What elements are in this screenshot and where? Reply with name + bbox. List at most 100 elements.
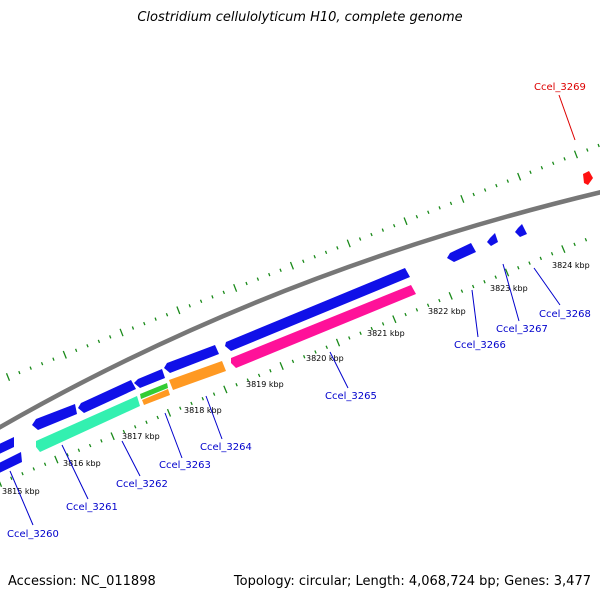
scale-tick — [66, 453, 69, 457]
inner-tick-track — [0, 237, 588, 487]
scale-tick — [100, 439, 103, 443]
gene-ccel-3266[interactable] — [447, 243, 476, 262]
scale-tick — [573, 242, 576, 247]
gene-ccel-3267[interactable] — [487, 233, 498, 246]
scale-label-3818: 3818 kbp — [184, 406, 222, 415]
scale-tick — [494, 275, 497, 279]
leader-ccel-3266 — [471, 289, 479, 338]
scale-tick — [222, 290, 226, 295]
scale-tick — [460, 194, 465, 203]
scale-tick — [438, 206, 441, 210]
scale-tick — [336, 246, 339, 250]
gene-label-leaders — [9, 263, 561, 526]
gene-ccel-3269[interactable] — [583, 171, 593, 185]
map-title: Clostridium cellulolyticum H10, complete… — [137, 10, 463, 25]
scale-tick — [190, 401, 193, 406]
scale-tick — [211, 295, 214, 299]
scale-tick — [403, 217, 408, 226]
scale-tick — [199, 299, 203, 304]
scale-tick — [506, 179, 510, 183]
scale-tick — [551, 161, 555, 166]
gene-ccel-3268[interactable] — [515, 224, 527, 237]
gene-ccel-3260-top[interactable] — [0, 437, 14, 456]
leader-ccel-3264 — [205, 395, 223, 440]
scale-tick — [573, 150, 579, 159]
scale-tick — [550, 252, 554, 256]
gene-ccel-3264-blue[interactable] — [164, 345, 219, 373]
scale-tick — [233, 283, 238, 292]
scale-tick — [156, 415, 159, 420]
scale-tick — [597, 143, 600, 148]
scale-tick — [201, 397, 205, 401]
gene-label-ccel-3268[interactable]: Ccel_3268 — [539, 309, 591, 320]
scale-tick — [460, 289, 464, 293]
scale-tick — [29, 366, 32, 370]
scale-tick — [10, 476, 13, 481]
scale-tick — [166, 408, 172, 417]
scale-tick — [313, 255, 316, 259]
scale-tick — [145, 420, 148, 424]
gene-label-ccel-3265[interactable]: Ccel_3265 — [325, 391, 377, 402]
gene-ccel-3262-blue[interactable] — [78, 380, 136, 413]
gene-ccel-3264-orange[interactable] — [169, 361, 226, 390]
scale-label-3820: 3820 kbp — [306, 354, 344, 363]
scale-tick — [404, 312, 407, 317]
scale-tick — [449, 201, 453, 206]
scale-tick — [122, 429, 126, 434]
scale-tick — [426, 303, 430, 307]
leader-ccel-3260 — [9, 470, 34, 526]
scale-tick — [77, 448, 81, 452]
gene-ccel-3265-blue[interactable] — [225, 268, 410, 351]
gene-ccel-3260[interactable] — [0, 452, 22, 475]
scale-tick — [561, 245, 566, 254]
scale-tick — [529, 170, 532, 174]
scale-tick — [21, 471, 24, 476]
gene-ccel-3262-teal[interactable] — [36, 396, 140, 452]
gene-label-ccel-3263[interactable]: Ccel_3263 — [159, 460, 211, 471]
scale-label-3821: 3821 kbp — [367, 329, 405, 338]
scale-tick — [5, 373, 11, 381]
scale-tick — [325, 345, 328, 350]
scale-tick — [586, 148, 589, 152]
scale-tick — [381, 228, 385, 232]
scale-tick — [348, 336, 351, 340]
scale-tick — [370, 232, 373, 237]
gene-label-ccel-3267[interactable]: Ccel_3267 — [496, 324, 548, 335]
gene-label-ccel-3262[interactable]: Ccel_3262 — [116, 479, 168, 490]
scale-tick — [256, 277, 260, 281]
gene-ccel-3263-orange[interactable] — [142, 389, 170, 405]
leader-ccel-3269 — [558, 94, 576, 141]
scale-tick — [346, 239, 351, 248]
scale-tick — [18, 370, 21, 375]
genome-backbone — [0, 190, 600, 430]
scale-tick — [358, 237, 362, 241]
scale-tick — [291, 359, 295, 364]
gene-label-ccel-3260[interactable]: Ccel_3260 — [7, 529, 59, 540]
scale-tick — [131, 326, 135, 330]
scale-tick — [245, 281, 248, 286]
gene-label-ccel-3264[interactable]: Ccel_3264 — [200, 442, 252, 453]
accession-text: Accession: NC_011898 — [8, 574, 156, 589]
gene-ccel-3261[interactable] — [32, 404, 77, 430]
scale-label-3817: 3817 kbp — [122, 432, 160, 441]
scale-tick — [188, 304, 191, 308]
scale-tick — [495, 183, 498, 188]
scale-label-3823: 3823 kbp — [490, 284, 528, 293]
scale-tick — [302, 259, 305, 264]
scale-tick — [289, 261, 295, 270]
scale-tick — [472, 192, 475, 197]
scale-tick — [415, 215, 419, 219]
scale-tick — [528, 261, 531, 265]
gene-label-ccel-3261[interactable]: Ccel_3261 — [66, 502, 118, 513]
scale-tick — [438, 298, 441, 303]
scale-tick — [335, 338, 341, 347]
gene-label-ccel-3266[interactable]: Ccel_3266 — [454, 340, 506, 351]
scale-tick — [279, 362, 284, 370]
scale-tick — [483, 188, 487, 192]
gene-label-ccel-3269[interactable]: Ccel_3269 — [534, 82, 586, 93]
gene-ccel-3263-green[interactable] — [140, 383, 168, 399]
gene-ccel-3265-pink[interactable] — [231, 285, 416, 368]
gene-ccel-3263-blue[interactable] — [134, 369, 165, 388]
scale-tick — [143, 321, 146, 326]
scale-tick — [381, 322, 385, 326]
